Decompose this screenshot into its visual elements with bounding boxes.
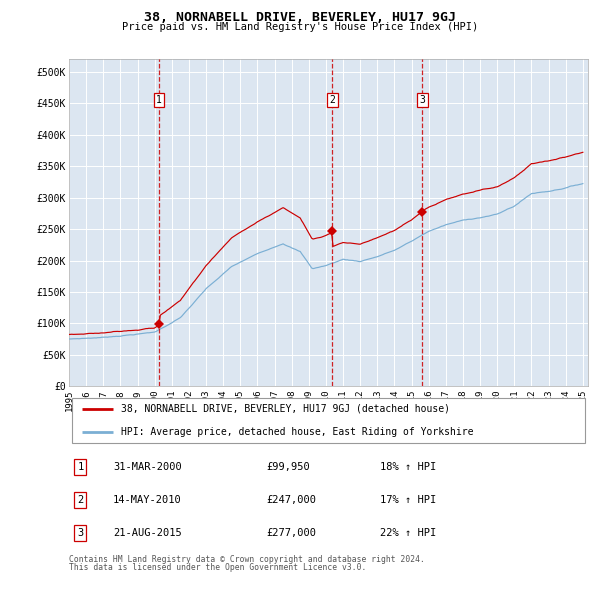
Text: Price paid vs. HM Land Registry's House Price Index (HPI): Price paid vs. HM Land Registry's House … [122, 22, 478, 32]
Text: £277,000: £277,000 [266, 528, 316, 538]
Text: 22% ↑ HPI: 22% ↑ HPI [380, 528, 437, 538]
Text: 1: 1 [156, 95, 162, 105]
Text: Contains HM Land Registry data © Crown copyright and database right 2024.: Contains HM Land Registry data © Crown c… [69, 555, 425, 563]
Text: 2: 2 [329, 95, 335, 105]
Text: 2: 2 [77, 495, 83, 505]
Text: 21-AUG-2015: 21-AUG-2015 [113, 528, 182, 538]
Text: 17% ↑ HPI: 17% ↑ HPI [380, 495, 437, 505]
Text: 38, NORNABELL DRIVE, BEVERLEY, HU17 9GJ: 38, NORNABELL DRIVE, BEVERLEY, HU17 9GJ [144, 11, 456, 24]
Text: 14-MAY-2010: 14-MAY-2010 [113, 495, 182, 505]
Text: 38, NORNABELL DRIVE, BEVERLEY, HU17 9GJ (detached house): 38, NORNABELL DRIVE, BEVERLEY, HU17 9GJ … [121, 404, 450, 414]
Text: This data is licensed under the Open Government Licence v3.0.: This data is licensed under the Open Gov… [69, 563, 367, 572]
Text: 1: 1 [77, 462, 83, 472]
Text: £99,950: £99,950 [266, 462, 310, 472]
FancyBboxPatch shape [71, 398, 586, 443]
Text: 3: 3 [77, 528, 83, 538]
Text: £247,000: £247,000 [266, 495, 316, 505]
Text: 3: 3 [419, 95, 425, 105]
Text: 31-MAR-2000: 31-MAR-2000 [113, 462, 182, 472]
Text: 18% ↑ HPI: 18% ↑ HPI [380, 462, 437, 472]
Text: HPI: Average price, detached house, East Riding of Yorkshire: HPI: Average price, detached house, East… [121, 427, 473, 437]
